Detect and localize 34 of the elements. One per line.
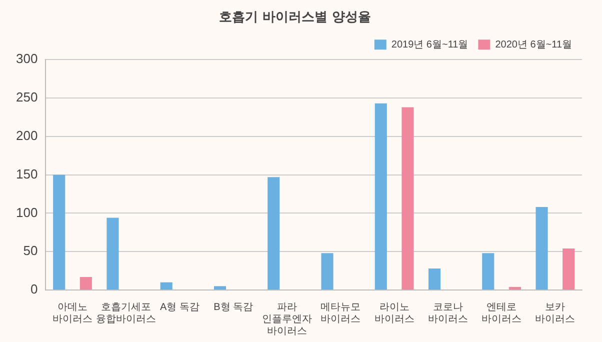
bar xyxy=(374,103,387,290)
y-tick-label: 0 xyxy=(30,282,38,297)
legend-label: 2019년 6월~11월 xyxy=(391,39,468,50)
bar xyxy=(428,268,441,290)
y-tick-label: 150 xyxy=(16,166,38,182)
x-tick-label: 엔테로 바이러스 xyxy=(482,302,522,325)
legend-label: 2020년 6월~11월 xyxy=(495,39,572,50)
bar xyxy=(562,248,575,290)
y-tick-label: 300 xyxy=(16,51,38,66)
bar xyxy=(508,286,521,290)
y-tick-label: 200 xyxy=(16,128,38,143)
y-tick-label: 50 xyxy=(23,243,38,258)
bar xyxy=(160,282,172,290)
bar xyxy=(80,276,92,290)
x-tick-label: 라이노 바이러스 xyxy=(374,302,414,325)
bar xyxy=(106,218,119,290)
x-tick-label: 호흡기세포 융합바이러스 xyxy=(96,302,156,325)
bar xyxy=(402,107,414,290)
x-tick-label: 아데노 바이러스 xyxy=(52,302,93,325)
chart-title: 호흡기 바이러스별 양성율 xyxy=(218,10,372,26)
bar xyxy=(53,174,66,290)
y-tick-label: 100 xyxy=(16,204,38,220)
bar xyxy=(482,253,494,290)
bar xyxy=(268,177,280,290)
x-tick-label: 보카 바이러스 xyxy=(535,302,576,325)
x-tick-label: B형 독감 xyxy=(214,302,254,313)
x-tick-label: A형 독감 xyxy=(160,302,200,313)
bar xyxy=(321,253,334,290)
x-tick-label: 메타뉴모 바이러스 xyxy=(320,302,361,325)
y-tick-label: 250 xyxy=(16,90,38,105)
x-tick-label: 파라 인플루엔자 바이러스 xyxy=(262,302,312,337)
x-tick-label: 코로나 바이러스 xyxy=(428,302,468,325)
bar xyxy=(536,207,548,290)
bar xyxy=(214,286,226,290)
